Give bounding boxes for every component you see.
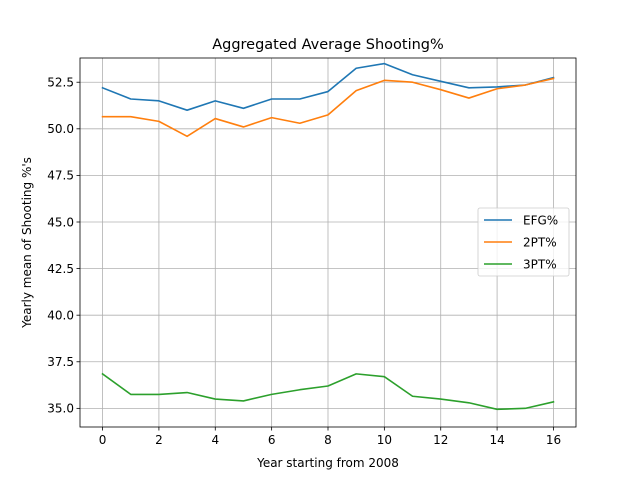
x-tick-label: 14 xyxy=(489,433,504,447)
y-tick-label: 42.5 xyxy=(47,262,74,276)
y-tick-label: 37.5 xyxy=(47,355,74,369)
x-tick-label: 10 xyxy=(377,433,392,447)
y-axis-label: Yearly mean of Shooting %'s xyxy=(20,157,34,329)
y-tick-label: 35.0 xyxy=(47,402,74,416)
x-tick-label: 0 xyxy=(99,433,107,447)
x-tick-label: 12 xyxy=(433,433,448,447)
x-axis-label: Year starting from 2008 xyxy=(256,456,399,470)
x-tick-label: 16 xyxy=(546,433,561,447)
axis-ticks: 0 2 4 6 8 10 12 14 16 35.0 37.5 40.0 42.5 45.0 47.5 50.… xyxy=(47,76,561,447)
x-tick-label: 8 xyxy=(324,433,332,447)
y-tick-label: 45.0 xyxy=(47,215,74,229)
y-tick-label: 47.5 xyxy=(47,169,74,183)
legend-label-efg: EFG% xyxy=(523,213,558,227)
series-line-3pt xyxy=(101,372,555,411)
series-line-2pt xyxy=(101,77,555,138)
y-tick-label: 52.5 xyxy=(47,76,74,90)
y-tick-label: 40.0 xyxy=(47,308,74,322)
x-tick-label: 6 xyxy=(268,433,276,447)
chart-title: Aggregated Average Shooting% xyxy=(212,37,444,53)
y-tick-label: 50.0 xyxy=(47,122,74,136)
legend-label-3pt: 3PT% xyxy=(523,257,557,271)
series-line-efg xyxy=(101,62,555,111)
legend: EFG% 2PT% 3PT% xyxy=(477,207,570,277)
legend-label-2pt: 2PT% xyxy=(523,235,557,249)
x-tick-label: 2 xyxy=(155,433,163,447)
legend-box xyxy=(477,207,570,277)
series-lines xyxy=(101,62,555,411)
x-tick-label: 4 xyxy=(211,433,219,447)
